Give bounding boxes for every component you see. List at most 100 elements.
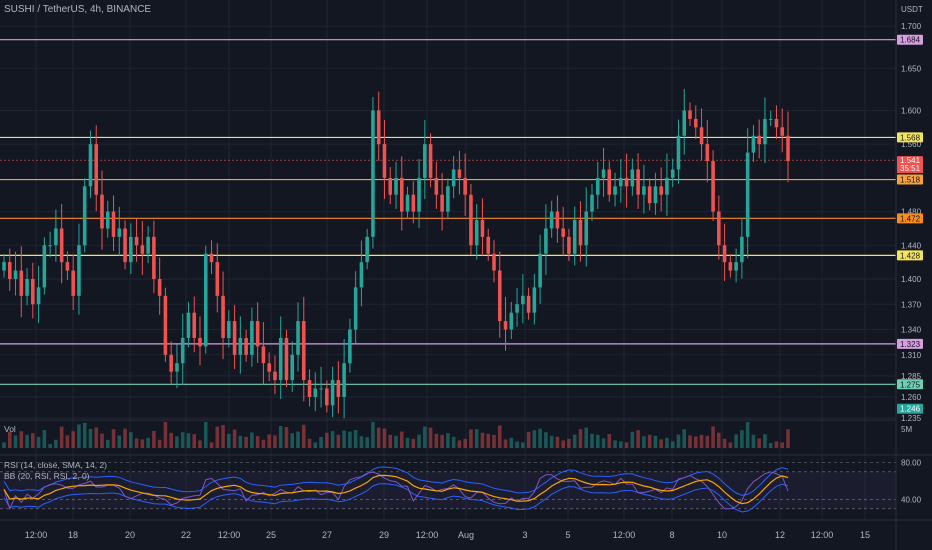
candle-body — [595, 177, 600, 195]
volume-bar — [65, 435, 70, 448]
candle-body — [48, 245, 52, 247]
volume-bar — [509, 437, 514, 448]
volume-bar — [486, 433, 491, 448]
volume-bar — [278, 426, 283, 448]
volume-bar — [82, 422, 87, 448]
candle-body — [336, 380, 341, 397]
volume-bar — [134, 438, 139, 448]
candle-body — [250, 321, 254, 355]
volume-bar — [2, 442, 6, 448]
price-level-badge — [897, 338, 923, 349]
candle-body — [768, 118, 773, 120]
candle-body — [526, 295, 531, 313]
volume-bar — [25, 434, 29, 448]
volume-bar — [722, 438, 727, 448]
volume-bar — [590, 433, 594, 448]
volume-bar — [688, 435, 692, 448]
time-tick-label: 20 — [125, 530, 135, 540]
candle-body — [492, 253, 496, 271]
candle-body — [745, 152, 750, 237]
volume-bar — [399, 431, 404, 448]
volume-bar — [428, 427, 433, 448]
volume-bar — [693, 436, 698, 448]
candle-body — [59, 228, 64, 263]
price-badge — [897, 403, 923, 414]
volume-bar — [261, 439, 266, 448]
price-level-label: 1.323 — [900, 340, 921, 349]
volume-bar — [203, 422, 208, 448]
time-tick-label: 25 — [266, 530, 276, 540]
volume-bar — [544, 432, 548, 448]
candle-body — [757, 135, 761, 145]
candle-body — [549, 211, 554, 229]
volume-bar — [423, 426, 427, 448]
candle-body — [111, 211, 116, 237]
candle-body — [607, 169, 612, 195]
candle-body — [186, 312, 191, 338]
volume-bar — [123, 428, 127, 448]
volume-bar — [751, 434, 756, 448]
time-tick-label: 5 — [565, 530, 570, 540]
candle-body — [676, 135, 681, 170]
volume-bar — [774, 441, 779, 448]
last-price-badge — [897, 156, 923, 174]
candles — [2, 88, 790, 419]
rsi-label: RSI (14, close, SMA, 14, 2) — [4, 460, 107, 470]
candle-body — [36, 287, 41, 305]
candle-body — [428, 144, 433, 178]
volume-bar — [175, 436, 179, 448]
price-tick-label: 1.370 — [901, 300, 922, 309]
candle-body — [670, 169, 675, 178]
price-axis[interactable]: 1.700 1.650 1.600 1.560 1.480 1.440 1.400 1.370… — [897, 22, 923, 505]
candle-body — [198, 337, 202, 347]
volume-bar — [549, 435, 554, 448]
candle-body — [267, 363, 271, 372]
time-tick-label: 12:00 — [416, 530, 439, 540]
candle-body — [636, 169, 640, 195]
volume-bar — [740, 430, 744, 448]
volume-bar — [440, 434, 444, 448]
candle-body — [157, 278, 162, 296]
volume-bar — [227, 433, 231, 448]
candle-body — [342, 363, 346, 397]
volume-bar — [180, 432, 185, 448]
volume-bar — [157, 439, 162, 448]
volume-bar — [325, 432, 329, 448]
last-price-label: 1.541 — [900, 156, 921, 165]
candle-body — [215, 262, 220, 296]
candle-body — [192, 312, 197, 338]
volume-bar — [601, 438, 606, 448]
candle-body — [740, 236, 744, 263]
candle-body — [296, 321, 300, 355]
candle-body — [7, 262, 12, 279]
candle-body — [613, 186, 617, 195]
candle-body — [515, 304, 519, 313]
price-tick-label: 1.440 — [901, 241, 922, 250]
rsi-level-label: 80.00 — [901, 459, 922, 468]
candle-body — [711, 161, 715, 212]
volume-bar — [469, 429, 473, 448]
rsi-level-label: 40.00 — [901, 496, 922, 505]
candle-body — [359, 262, 364, 288]
volume-bars — [2, 422, 790, 448]
volume-bar — [163, 422, 168, 448]
candle-body — [163, 295, 168, 355]
volume-bar — [595, 434, 600, 448]
volume-bar — [492, 434, 496, 448]
volume-bar — [146, 437, 150, 448]
candle-body — [209, 253, 214, 263]
volume-bar — [319, 437, 323, 448]
volume-bar — [682, 429, 687, 448]
volume-bar — [676, 434, 681, 448]
candle-body — [474, 220, 479, 246]
candle-body — [630, 169, 635, 187]
time-tick-label: 27 — [322, 530, 332, 540]
volume-bar — [152, 431, 156, 448]
time-axis[interactable]: 12:00 18 20 22 12:00 25 27 29 12:00 Aug 3 5 12:00 8 10… — [25, 530, 870, 540]
volume-bar — [451, 436, 456, 448]
candle-body — [572, 220, 577, 254]
candle-body — [728, 262, 733, 271]
candle-body — [480, 220, 485, 237]
candle-body — [659, 186, 663, 195]
